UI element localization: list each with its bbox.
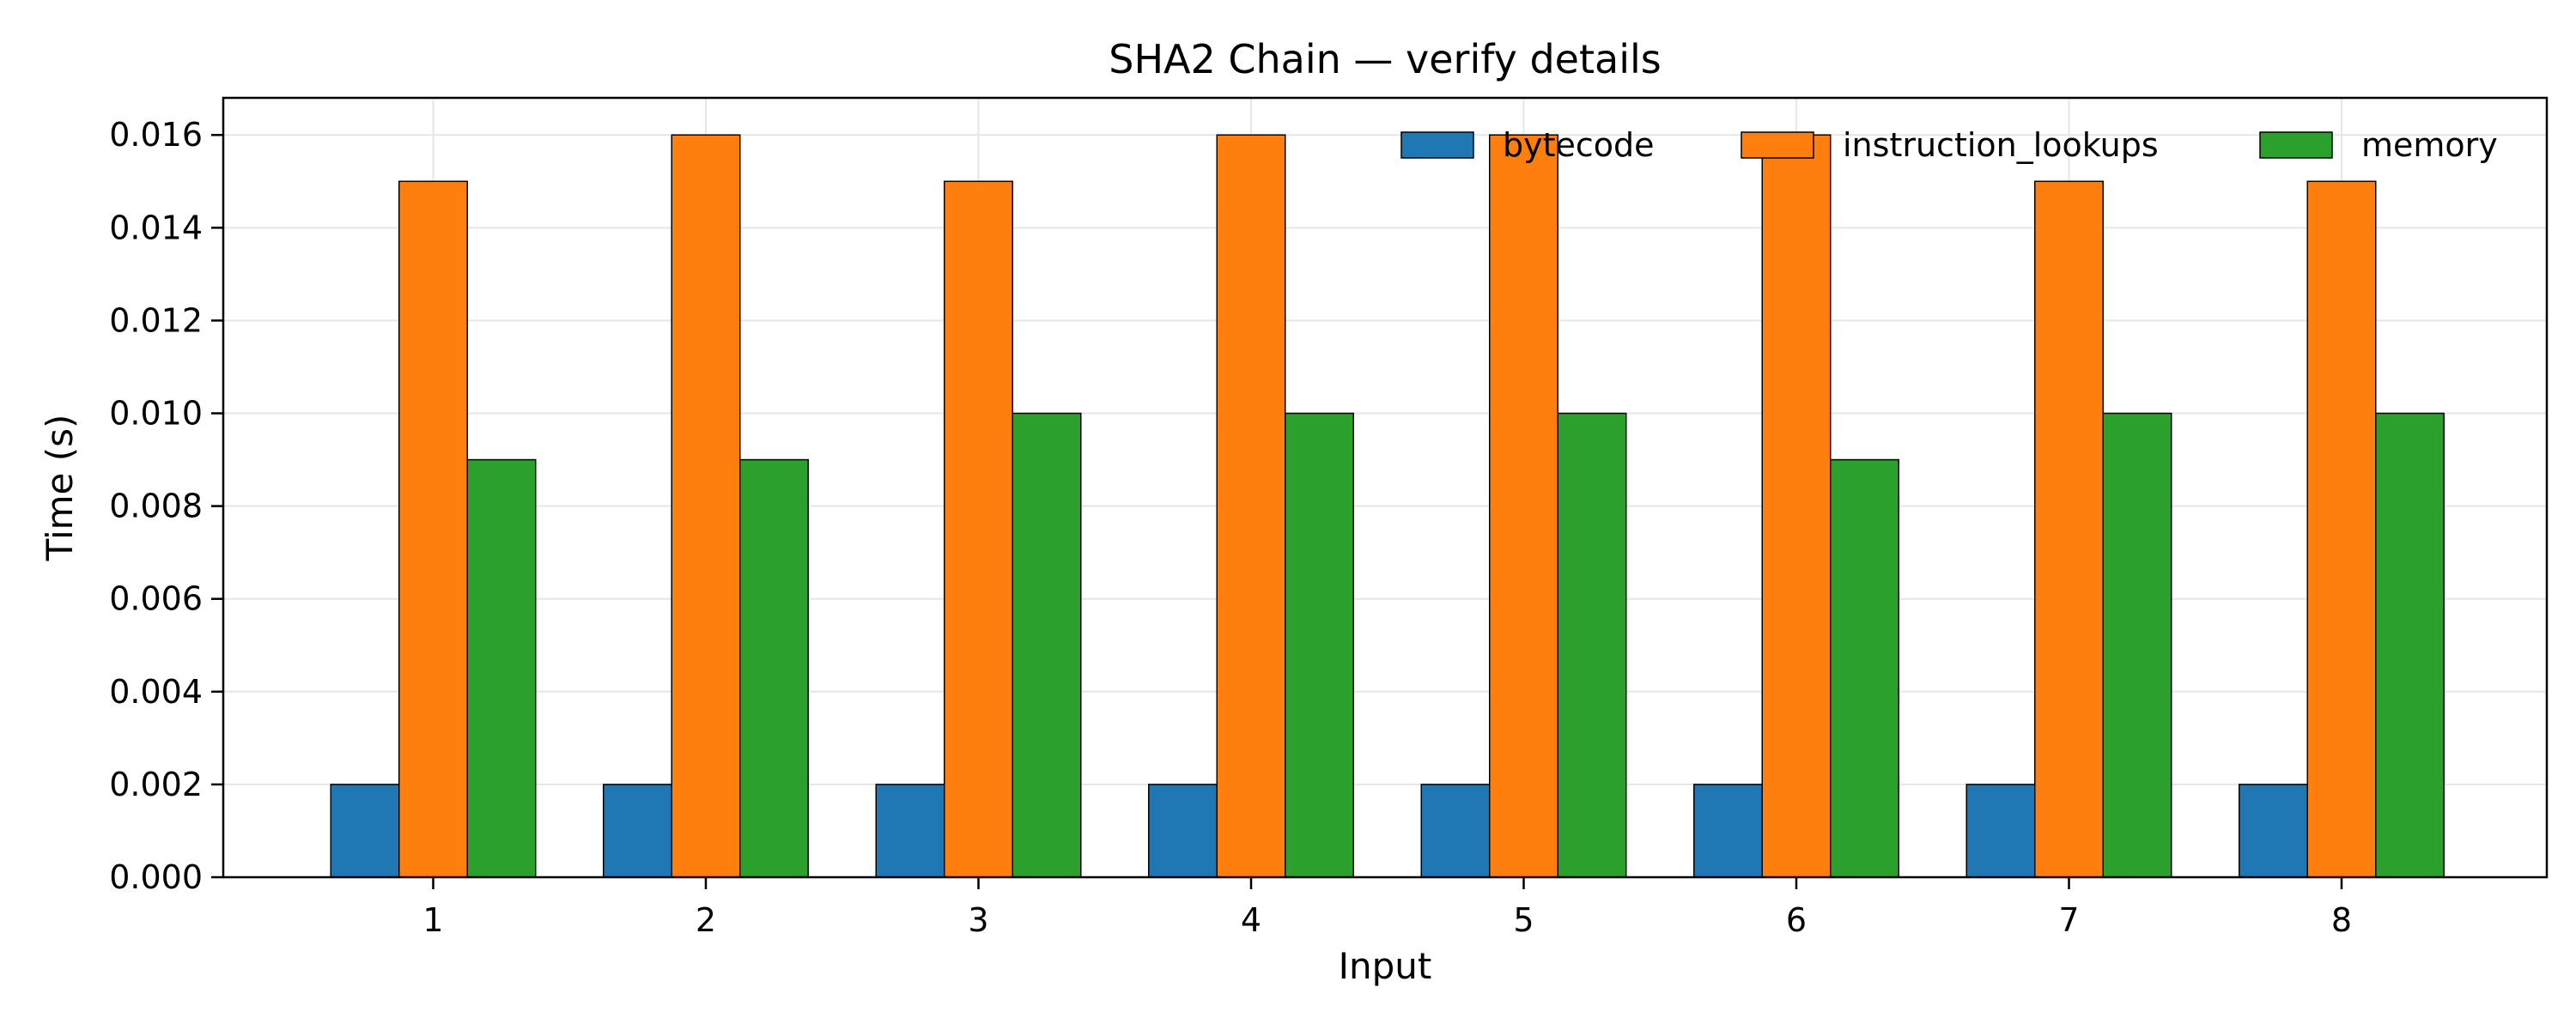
bar-instruction_lookups-5 (1489, 134, 1558, 878)
y-tick-label: 0.008 (109, 488, 203, 525)
legend-swatch-memory (2259, 131, 2333, 159)
bar-instruction_lookups-4 (1216, 134, 1286, 878)
legend-label-memory: memory (2361, 126, 2498, 164)
bar-instruction_lookups-7 (2034, 180, 2104, 878)
bar-memory-6 (1830, 458, 1899, 878)
bar-bytecode-2 (603, 784, 672, 878)
x-axis-label: Input (1339, 945, 1432, 987)
bar-bytecode-7 (1965, 784, 2036, 878)
legend: bytecode instruction_lookups memory (1400, 126, 2498, 164)
legend-label-instruction_lookups: instruction_lookups (1843, 126, 2159, 164)
x-tick-label: 1 (422, 901, 443, 939)
y-tick-label: 0.004 (109, 673, 203, 711)
y-tick-label: 0.000 (109, 858, 203, 896)
bar-memory-1 (466, 458, 537, 878)
bar-bytecode-6 (1693, 784, 1763, 878)
bar-bytecode-1 (330, 784, 400, 878)
bar-bytecode-4 (1148, 784, 1218, 878)
bar-memory-2 (739, 458, 809, 878)
y-tick-label: 0.002 (109, 766, 203, 803)
y-axis: 0.000 0.002 0.004 0.006 0.008 0.010 0.012 0.014… (109, 116, 223, 896)
legend-swatch-bytecode (1400, 131, 1474, 159)
y-tick-label: 0.014 (109, 209, 203, 246)
plot-frame (222, 96, 2549, 879)
bar-instruction_lookups-2 (671, 134, 741, 878)
bar-memory-8 (2375, 412, 2445, 878)
x-tick-label: 5 (1513, 901, 1534, 939)
bar-instruction_lookups-3 (944, 180, 1013, 878)
legend-label-bytecode: bytecode (1503, 126, 1655, 164)
bar-instruction_lookups-8 (2306, 180, 2377, 878)
bar-bytecode-8 (2239, 784, 2308, 878)
x-axis: 1 2 3 4 5 6 7 8 (422, 877, 2352, 939)
y-tick-label: 0.006 (109, 580, 203, 618)
y-axis-label: Time (s) (39, 415, 81, 562)
bar-instruction_lookups-6 (1761, 134, 1832, 878)
y-tick-label: 0.010 (109, 395, 203, 433)
bar-bytecode-5 (1420, 784, 1491, 878)
x-tick-label: 3 (968, 901, 988, 939)
bar-memory-4 (1285, 412, 1354, 878)
x-tick-label: 4 (1241, 901, 1261, 939)
x-tick-label: 2 (696, 901, 716, 939)
y-tick-label: 0.012 (109, 301, 203, 339)
bars (330, 134, 2445, 878)
bar-memory-5 (1557, 412, 1627, 878)
legend-swatch-instruction_lookups (1741, 131, 1814, 159)
bar-instruction_lookups-1 (398, 180, 468, 878)
bar-memory-7 (2102, 412, 2172, 878)
x-tick-label: 6 (1786, 901, 1807, 939)
bar-bytecode-3 (875, 784, 945, 878)
y-tick-label: 0.016 (109, 116, 203, 154)
bar-memory-3 (1012, 412, 1082, 878)
x-tick-label: 7 (2058, 901, 2079, 939)
x-tick-label: 8 (2331, 901, 2352, 939)
chart-title: SHA2 Chain — verify details (1109, 36, 1661, 82)
